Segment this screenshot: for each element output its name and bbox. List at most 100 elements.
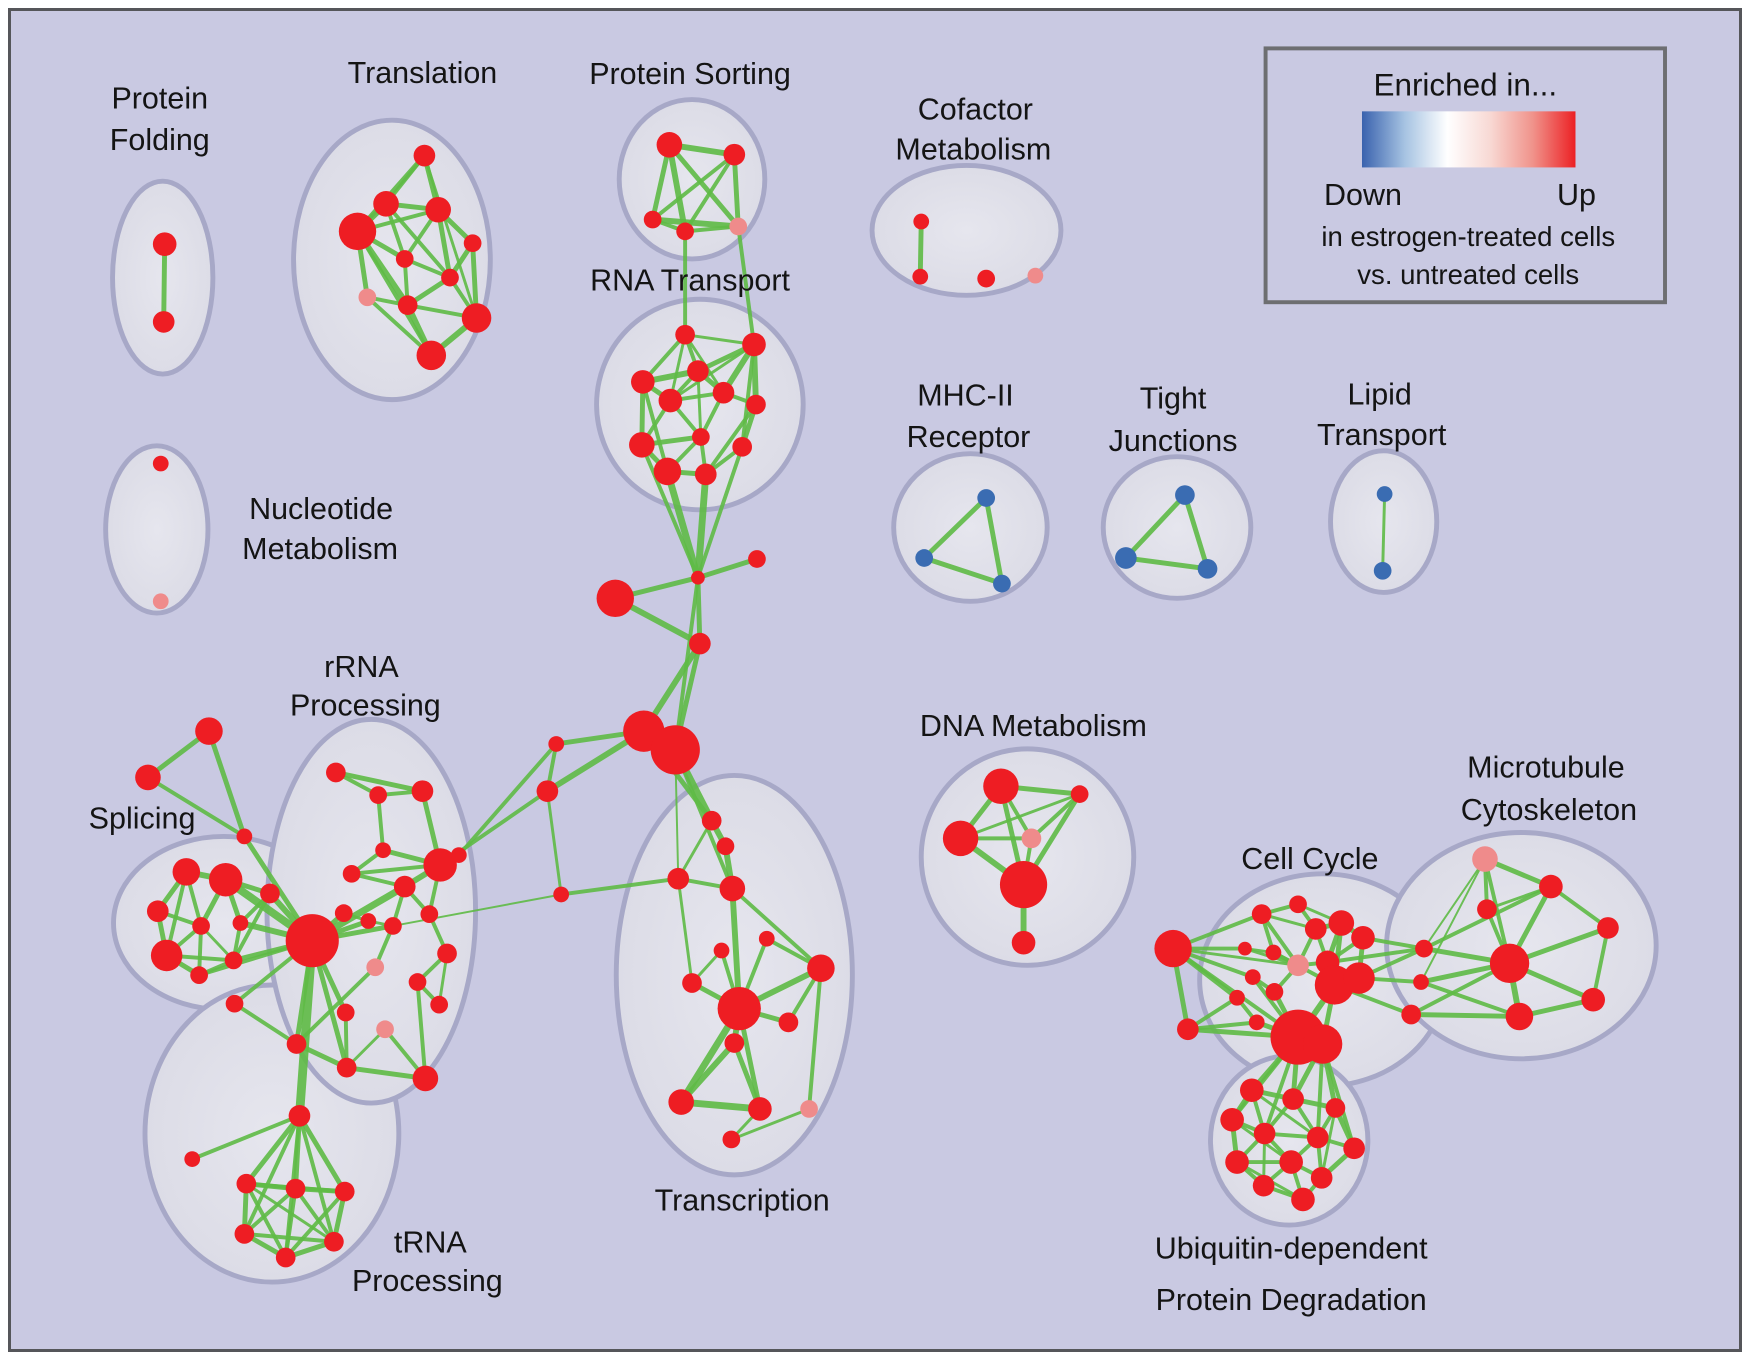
node-rr12: [437, 943, 457, 964]
edge-mh1-mh2: [921, 555, 1005, 587]
node-mtp: [1472, 846, 1498, 872]
node-mtc: [1489, 943, 1530, 984]
node-d1: [1070, 785, 1089, 803]
node-tn1: [285, 1178, 306, 1199]
edge-c0-c1: [695, 556, 760, 581]
cluster-lipid-transport-label-line2: Transport: [1317, 418, 1447, 452]
node-tn4: [275, 1247, 296, 1268]
node-t9: [461, 303, 492, 333]
node-nm0: [152, 455, 169, 472]
node-ub5: [1306, 1126, 1329, 1149]
edge-c1-h1: [673, 575, 700, 752]
node-rr20: [376, 1020, 394, 1039]
node-r6: [746, 394, 766, 415]
node-ub11: [1291, 1187, 1315, 1212]
edge-tnh-tn0: [243, 1113, 302, 1187]
node-sp2: [146, 900, 169, 923]
node-tc6: [758, 930, 775, 947]
node-r4: [658, 388, 683, 413]
cluster-ubiquitin-degradation-label-line1: Ubiquitin-dependent: [1155, 1232, 1428, 1266]
node-d0: [983, 768, 1019, 804]
node-s0: [656, 132, 683, 158]
cluster-nucleotide-metabolism-label-line1: Nucleotide: [249, 492, 393, 526]
edge-tc4-rr10: [391, 893, 563, 927]
node-h2: [548, 736, 565, 752]
legend-box: Enriched in... Down Up in estrogen-treat…: [1263, 46, 1667, 305]
node-h1: [650, 725, 700, 775]
node-mte: [1581, 987, 1605, 1012]
node-sp3: [192, 917, 210, 935]
cluster-microtubule-cytoskeleton-label-line2: Cytoskeleton: [1461, 793, 1637, 827]
node-cc14: [1248, 1014, 1265, 1031]
node-r0: [675, 324, 695, 345]
edge-bc-tnh: [295, 936, 317, 1121]
cluster-rrna-processing-label-line2: Processing: [290, 689, 441, 723]
cluster-translation-ellipse: [291, 117, 493, 403]
node-rr18: [336, 1003, 355, 1022]
edge-cm0-cm1: [917, 219, 924, 280]
cluster-mhc-ii-receptor-label-line2: Receptor: [907, 420, 1031, 454]
cluster-tight-junctions-label-line1: Tight: [1140, 382, 1207, 416]
edge-rr1-rr3: [376, 793, 386, 853]
node-t7: [358, 288, 377, 307]
edge-r10-c1: [663, 467, 702, 582]
node-s4: [729, 217, 748, 236]
edge-r9-c1: [695, 444, 745, 580]
node-d4: [999, 861, 1048, 909]
node-tn2: [334, 1181, 355, 1202]
node-tnh: [288, 1105, 311, 1127]
edge-s0-s4: [666, 142, 741, 229]
edge-s1-s4: [731, 152, 741, 229]
node-s1: [723, 143, 746, 166]
node-mh2: [993, 574, 1011, 593]
node-r1: [742, 332, 766, 357]
node-rr19: [336, 1057, 357, 1078]
node-rr10: [384, 917, 402, 935]
node-t2: [373, 191, 399, 217]
edge-tc12-tc13: [677, 1098, 764, 1113]
edge-tnh-tn5: [297, 1113, 336, 1244]
cluster-lipid-transport-label-line1: Lipid: [1347, 378, 1411, 412]
node-sp7: [224, 951, 243, 970]
node-tc14: [800, 1100, 818, 1118]
figure-canvas: Protein Folding Translation Protein Sorting…: [8, 8, 1742, 1352]
node-sp1: [208, 862, 243, 897]
edge-tn3-tn5: [242, 1231, 336, 1244]
edge-tn1-tn4: [283, 1186, 298, 1260]
node-sp0: [172, 858, 201, 886]
node-rr17: [286, 1034, 307, 1054]
node-tc4: [553, 886, 570, 903]
cluster-ubiquitin-degradation-label-line2: Protein Degradation: [1156, 1283, 1427, 1317]
edge-s4-r1: [736, 224, 756, 347]
cluster-dna-metabolism-label-line1: DNA Metabolism: [920, 709, 1147, 743]
node-tc15: [722, 1130, 741, 1149]
node-rr9: [360, 913, 377, 929]
node-h3: [536, 780, 559, 802]
edge-r1-r4: [668, 343, 756, 403]
node-rr6: [450, 847, 467, 863]
node-r7: [629, 432, 655, 458]
node-sp5: [150, 939, 183, 972]
cluster-tight-junctions-ellipse: [1100, 454, 1254, 601]
node-spb: [135, 764, 161, 791]
node-cc3: [1289, 895, 1307, 914]
cluster-cofactor-metabolism-label-line1: Cofactor: [918, 92, 1033, 126]
node-cc19: [1415, 939, 1433, 958]
node-cc5: [1328, 910, 1355, 936]
node-tc13: [748, 1097, 772, 1121]
node-r2: [687, 360, 709, 382]
legend-up-label: Up: [1557, 178, 1596, 212]
node-tc10: [778, 1012, 799, 1033]
node-c2: [596, 579, 634, 618]
node-cc16: [1343, 962, 1375, 994]
cluster-translation-label-line1: Translation: [348, 56, 498, 90]
edge-r1-r9: [740, 342, 756, 449]
node-tc12: [668, 1089, 694, 1115]
edge-tnh-tnl: [190, 1113, 302, 1162]
node-tnl: [184, 1151, 201, 1167]
node-d5: [1011, 930, 1036, 955]
node-mtb: [1539, 874, 1563, 899]
node-tc5: [713, 942, 730, 959]
edge-tnh-tn3: [242, 1113, 302, 1236]
cluster-trna-processing-label-line2: Processing: [352, 1264, 503, 1298]
